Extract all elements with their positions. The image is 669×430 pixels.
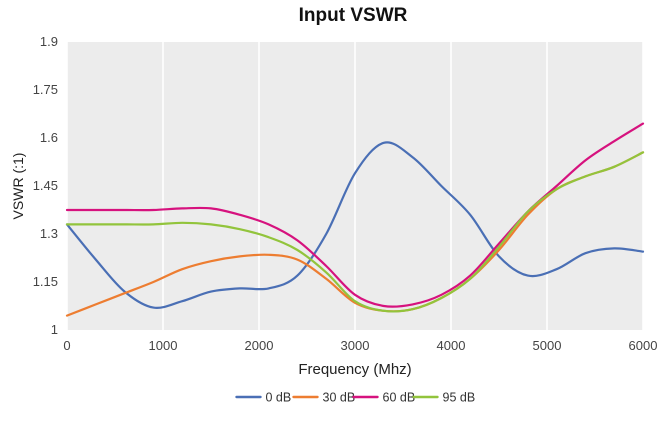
chart-title: Input VSWR — [299, 5, 408, 26]
y-tick-label: 1.6 — [40, 130, 58, 145]
x-tick-label: 6000 — [629, 338, 658, 353]
legend-item-95-db: 95 dB — [412, 391, 476, 405]
legend: 0 dB 30 dB 60 dB 95 dB — [235, 391, 476, 405]
x-tick-label: 1000 — [149, 338, 178, 353]
y-tick-label: 1.15 — [33, 274, 58, 289]
y-tick-label: 1.45 — [33, 178, 58, 193]
series-line-60-db — [65, 122, 645, 308]
x-tick-label: 5000 — [533, 338, 562, 353]
y-tick-label: 1.75 — [33, 82, 58, 97]
legend-item-30-db: 30 dB — [292, 391, 356, 405]
y-tick-label: 1.3 — [40, 226, 58, 241]
x-axis-label: Frequency (Mhz) — [298, 361, 411, 378]
y-axis-label: VSWR (:1) — [10, 153, 26, 220]
legend-label: 60 dB — [383, 391, 416, 405]
legend-label: 95 dB — [443, 391, 476, 405]
series-line-0-db — [65, 141, 645, 309]
legend-item-0-db: 0 dB — [235, 391, 292, 405]
legend-item-60-db: 60 dB — [352, 391, 416, 405]
y-tick-label: 1.9 — [40, 34, 58, 49]
series-line-95-db — [65, 151, 645, 313]
x-tick-label: 2000 — [245, 338, 274, 353]
x-tick-label: 4000 — [437, 338, 466, 353]
plot-area: 1 1.15 1.3 1.45 1.6 1.75 1.9 0 1000 2000 3000 4000 5… — [33, 34, 658, 353]
y-tick-label: 1 — [51, 322, 58, 337]
legend-label: 0 dB — [266, 391, 292, 405]
x-tick-label: 0 — [63, 338, 70, 353]
legend-label: 30 dB — [323, 391, 356, 405]
x-tick-label: 3000 — [341, 338, 370, 353]
